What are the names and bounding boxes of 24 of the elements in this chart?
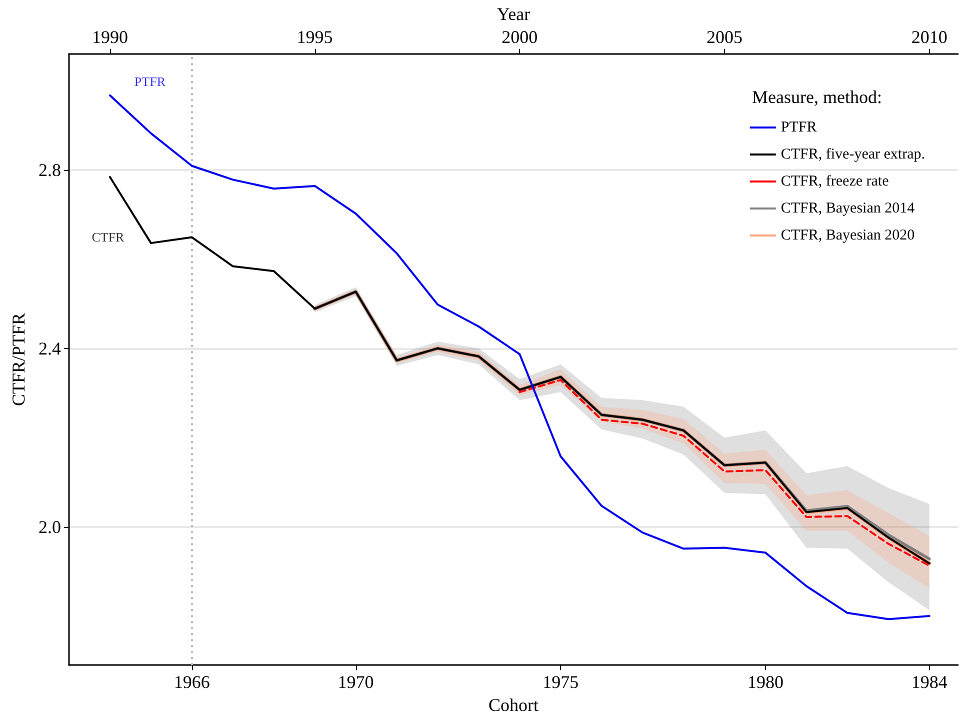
legend-title: Measure, method: [752,87,882,107]
x2-tick-label: 2000 [502,26,538,47]
x-tick-label: 1970 [338,672,374,692]
y-tick-label: 2.8 [38,160,61,180]
x2-tick-label: 2005 [706,26,742,47]
legend-label: PTFR [780,120,817,136]
legend-label: CTFR, Bayesian 2020 [780,228,915,244]
x2-axis-title: Year [496,4,530,24]
x-tick-label: 1975 [542,672,579,692]
legend-label: CTFR, freeze rate [780,174,890,190]
y-tick-label: 2.0 [38,516,61,537]
legend-label: CTFR, Bayesian 2014 [780,200,916,216]
annotation: PTFR [134,74,166,89]
annotation: CTFR [92,230,125,245]
x-tick-label: 1984 [911,672,948,692]
legend-label: CTFR, five-year extrap. [780,146,926,162]
x-axis-title: Cohort [488,695,539,715]
x2-tick-label: 2010 [911,26,948,47]
x2-tick-label: 1990 [92,26,128,47]
x-tick-label: 1980 [747,672,784,692]
x2-tick-label: 1995 [296,26,333,47]
x-tick-label: 1966 [174,672,210,692]
y-tick-label: 2.4 [38,338,61,358]
y-axis-title: CTFR/PTFR [8,312,29,406]
